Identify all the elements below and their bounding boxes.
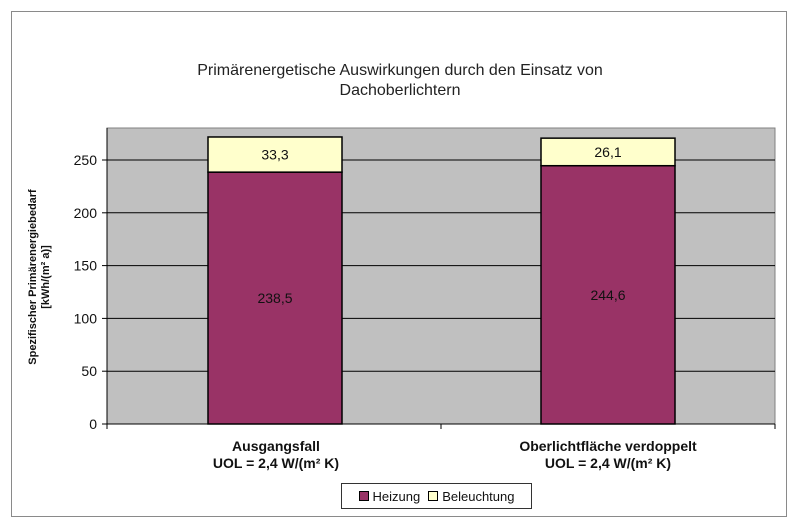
x-category-2: Oberlichtfläche verdoppelt UOL = 2,4 W/(… — [458, 438, 758, 472]
chart-legend: Heizung Beleuchtung — [341, 483, 532, 509]
legend-item-beleuchtung: Beleuchtung — [428, 489, 514, 504]
bar-2-heizung — [540, 164, 676, 425]
legend-swatch-heizung — [358, 491, 369, 501]
bar-2-beleuchtung — [540, 137, 676, 167]
y-tick-label: 100 — [74, 310, 98, 326]
bar-1-beleuchtung — [207, 136, 343, 173]
x-category-2-line-2: UOL = 2,4 W/(m² K) — [544, 455, 672, 471]
data-label: 244,6 — [590, 287, 625, 303]
y-tick-label: 150 — [74, 258, 98, 274]
legend-item-heizung: Heizung — [358, 488, 421, 504]
x-category-2-line-1: Oberlichtfläche verdoppelt — [519, 438, 697, 454]
x-category-1-line-2: UOL = 2,4 W/(m² K) — [212, 455, 340, 471]
x-category-1-line-1: Ausgangsfall — [232, 438, 320, 454]
y-tick-label: 0 — [89, 416, 97, 432]
data-label: 33,3 — [261, 147, 288, 163]
chart-title: Primärenergetische Auswirkungen durch de… — [100, 61, 700, 101]
chart-title-line-2: Dachoberlichtern — [339, 82, 461, 99]
data-label: 238,5 — [257, 290, 292, 306]
data-label: 26,1 — [594, 144, 621, 160]
bar-1-heizung — [207, 171, 343, 425]
y-tick-label: 200 — [74, 205, 98, 221]
y-tick-label: 50 — [81, 363, 97, 379]
legend-label-heizung: Heizung — [372, 488, 421, 504]
y-tick-label: 250 — [74, 152, 98, 168]
legend-swatch-beleuchtung — [428, 491, 439, 501]
x-category-1: Ausgangsfall UOL = 2,4 W/(m² K) — [126, 438, 426, 472]
legend-label-beleuchtung: Beleuchtung — [442, 488, 515, 504]
chart-title-line-1: Primärenergetische Auswirkungen durch de… — [197, 62, 603, 79]
